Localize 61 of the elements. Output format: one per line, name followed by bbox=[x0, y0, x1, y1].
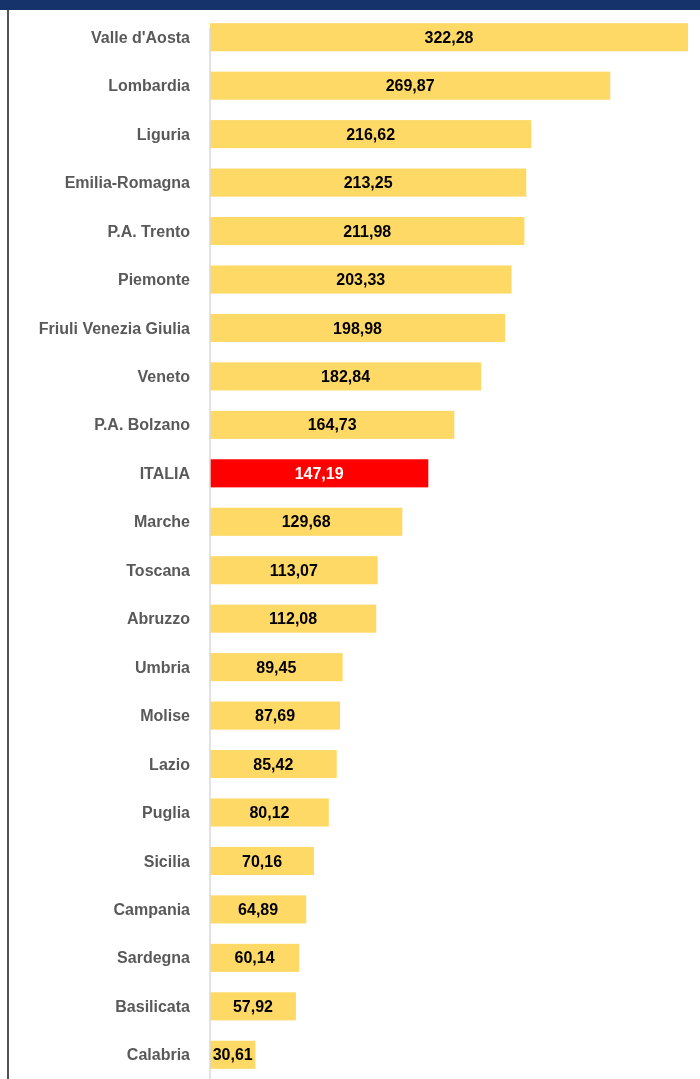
data-label: 85,42 bbox=[253, 755, 294, 773]
data-label: 211,98 bbox=[343, 222, 392, 240]
y-tick-label: Valle d'Aosta bbox=[91, 28, 191, 46]
y-tick-label: Umbria bbox=[134, 658, 191, 676]
bar bbox=[210, 120, 532, 149]
y-tick-label: Emilia-Romagna bbox=[64, 174, 191, 192]
data-label: 198,98 bbox=[333, 319, 383, 337]
bar bbox=[210, 410, 455, 439]
bar bbox=[210, 313, 506, 343]
bar bbox=[210, 798, 329, 827]
bar bbox=[210, 459, 429, 488]
data-label: 182,84 bbox=[321, 368, 371, 386]
bar bbox=[210, 23, 688, 52]
data-label: 80,12 bbox=[249, 804, 290, 822]
y-tick-label: Campania bbox=[113, 901, 191, 919]
y-tick-label: Friuli Venezia Giulia bbox=[38, 319, 191, 337]
y-tick-label: Lombardia bbox=[108, 77, 191, 95]
bar bbox=[210, 701, 341, 730]
bar bbox=[210, 216, 525, 246]
data-label: 30,61 bbox=[212, 1046, 253, 1064]
y-tick-label: Basilicata bbox=[115, 997, 191, 1015]
y-tick-label: Abruzzo bbox=[126, 610, 191, 628]
data-label: 70,16 bbox=[242, 852, 283, 870]
data-label: 322,28 bbox=[424, 28, 474, 46]
y-tick-label: Liguria bbox=[136, 125, 191, 143]
bar bbox=[210, 168, 527, 197]
data-label: 64,89 bbox=[238, 901, 279, 919]
y-tick-label: Toscana bbox=[126, 561, 191, 579]
data-label: 113,07 bbox=[269, 561, 318, 579]
bar bbox=[210, 507, 403, 536]
y-tick-label: Lazio bbox=[149, 755, 191, 773]
bar bbox=[210, 556, 378, 585]
bar bbox=[210, 362, 482, 391]
y-tick-label: Marche bbox=[133, 513, 191, 531]
y-tick-label: Calabria bbox=[126, 1046, 191, 1064]
data-label: 147,19 bbox=[294, 464, 344, 482]
bar bbox=[210, 749, 337, 779]
bar bbox=[210, 604, 377, 633]
bar bbox=[210, 265, 512, 294]
data-label: 213,25 bbox=[343, 174, 393, 192]
data-label: 203,33 bbox=[336, 271, 386, 289]
bar bbox=[210, 71, 611, 100]
data-label: 164,73 bbox=[307, 416, 357, 434]
bar bbox=[210, 653, 343, 682]
y-tick-label: Sardegna bbox=[117, 949, 191, 967]
y-tick-label: Puglia bbox=[141, 804, 191, 822]
y-tick-label: ITALIA bbox=[139, 464, 191, 482]
y-tick-label: P.A. Trento bbox=[107, 222, 191, 240]
y-tick-label: Piemonte bbox=[117, 271, 191, 289]
data-label: 269,87 bbox=[385, 77, 435, 95]
y-tick-label: Sicilia bbox=[143, 852, 191, 870]
data-label: 89,45 bbox=[256, 658, 297, 676]
y-tick-label: Veneto bbox=[137, 368, 191, 386]
y-tick-label: Molise bbox=[140, 707, 191, 725]
y-tick-label: P.A. Bolzano bbox=[94, 416, 191, 434]
data-label: 57,92 bbox=[232, 997, 274, 1015]
data-label: 60,14 bbox=[234, 949, 275, 967]
data-label: 216,62 bbox=[346, 125, 396, 143]
data-label: 87,69 bbox=[255, 707, 296, 725]
data-label: 129,68 bbox=[281, 513, 331, 531]
data-label: 112,08 bbox=[269, 610, 318, 628]
